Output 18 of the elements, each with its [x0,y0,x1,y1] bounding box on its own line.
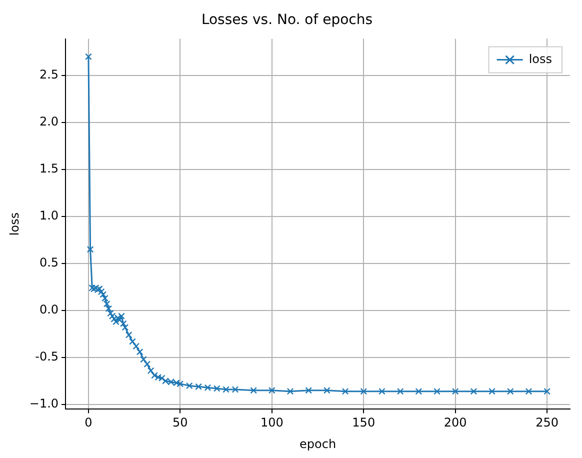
y-tick-label: −1.0 [29,396,59,411]
y-tick-label: 2.0 [39,114,59,129]
x-axis-title: epoch [299,436,336,451]
x-tick-label: 0 [84,416,92,430]
y-axis-title: loss [7,212,22,236]
x-tick-label: 150 [352,416,376,430]
y-tick-label: -0.5 [35,350,59,364]
x-tick-label: 50 [172,416,188,430]
y-tick-label: 0.5 [39,256,59,270]
chart-title: Losses vs. No. of epochs [201,12,373,28]
y-tick-label: 1.0 [39,208,59,223]
y-tick-label: 0.0 [39,302,59,317]
legend-label: loss [528,52,552,66]
x-tick-label: 250 [536,416,559,430]
x-tick-label: 200 [444,416,467,430]
y-tick-label: 2.5 [39,68,59,82]
y-tick-label: 1.5 [39,162,59,176]
x-tick-label: 100 [260,416,284,430]
